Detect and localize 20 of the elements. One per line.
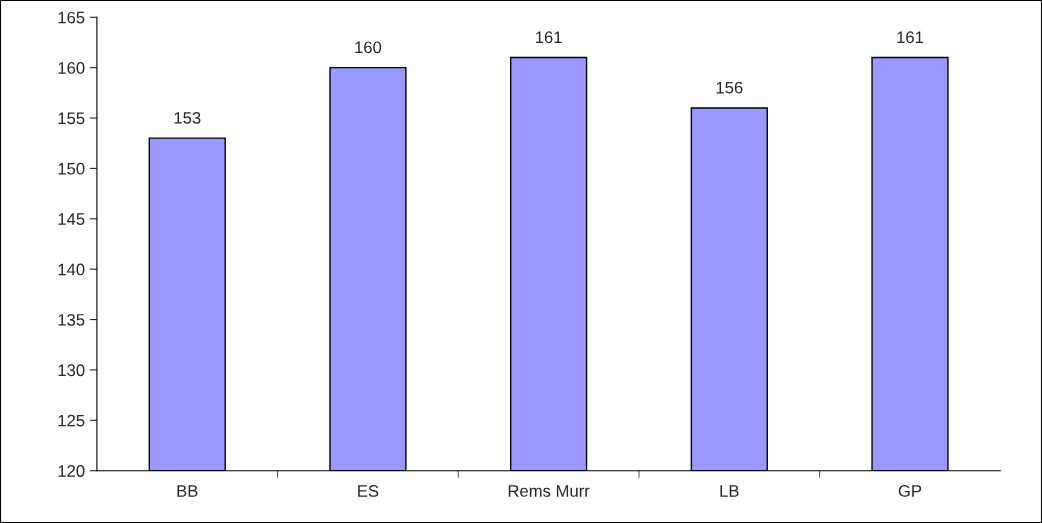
x-tick-label: LB bbox=[720, 485, 739, 497]
y-tick-label: 160 bbox=[58, 62, 85, 74]
y-tick-label: 150 bbox=[58, 162, 85, 175]
data-label: 161 bbox=[897, 31, 924, 44]
y-tick-label: 135 bbox=[58, 313, 85, 326]
y-tick-label: 155 bbox=[58, 112, 85, 125]
y-tick-label: 120 bbox=[58, 465, 85, 477]
data-label: 153 bbox=[174, 111, 201, 124]
data-label: 156 bbox=[716, 81, 743, 94]
y-tick-label: 165 bbox=[58, 11, 85, 24]
data-label: 160 bbox=[355, 41, 382, 54]
x-tick-label: GP bbox=[898, 485, 922, 497]
x-tick-label: Rems Murr bbox=[508, 485, 590, 497]
y-tick-label: 125 bbox=[58, 414, 85, 427]
y-tick-label: 140 bbox=[58, 263, 85, 276]
y-tick-label: 130 bbox=[58, 364, 85, 377]
x-tick-label: BB bbox=[177, 485, 198, 497]
x-tick-label: ES bbox=[358, 485, 379, 497]
data-label: 161 bbox=[535, 31, 562, 44]
y-tick-label: 145 bbox=[58, 213, 85, 225]
